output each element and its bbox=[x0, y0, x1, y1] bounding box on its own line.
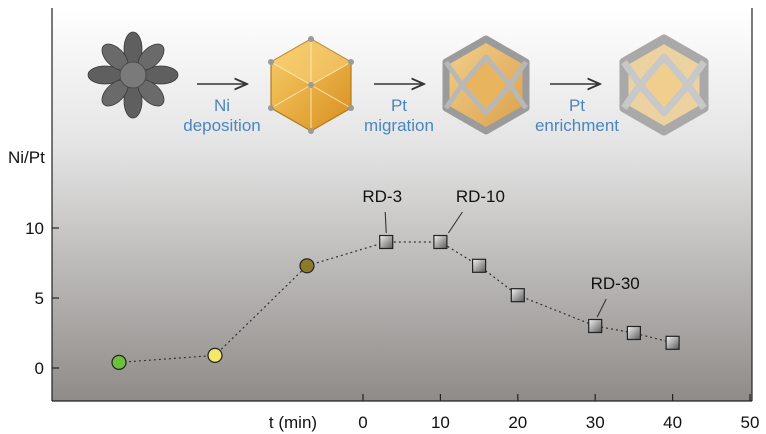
x-tick-label: 40 bbox=[663, 413, 682, 432]
data-point-square bbox=[588, 318, 603, 334]
stage-label-3-line1: Pt bbox=[569, 96, 585, 115]
annotation-leader bbox=[447, 211, 463, 234]
stage-label-2-line1: Pt bbox=[391, 96, 407, 115]
stage-label-1-line2: deposition bbox=[183, 116, 261, 135]
data-point-square bbox=[472, 258, 487, 273]
annotation-label: RD-30 bbox=[591, 274, 640, 293]
trend-lines bbox=[118, 241, 673, 363]
x-axis-label: t (min) bbox=[269, 413, 317, 432]
y-tick-label: 10 bbox=[25, 219, 44, 238]
annotation-label: RD-10 bbox=[456, 187, 505, 206]
y-axis-label: Ni/Pt bbox=[8, 148, 45, 167]
x-tick-label: 0 bbox=[358, 413, 367, 432]
precursor-point bbox=[207, 347, 223, 363]
annotations: RD-3 RD-10 RD-30 bbox=[362, 187, 640, 318]
data-point-square bbox=[665, 335, 680, 350]
y-tick-label: 0 bbox=[35, 359, 44, 378]
nanoframe-icon bbox=[619, 34, 709, 136]
trend-line bbox=[118, 241, 673, 363]
data-points bbox=[111, 234, 680, 370]
schematic: Ni deposition Pt migration Pt enrichment bbox=[87, 31, 709, 136]
x-tick-label: 30 bbox=[586, 413, 605, 432]
annotation-leader bbox=[384, 211, 387, 234]
x-tick-label: 50 bbox=[741, 413, 760, 432]
pt-dendrite-icon bbox=[87, 31, 179, 119]
precursor-point bbox=[111, 354, 127, 370]
axes-layer: 0 5 10 0 10 20 30 40 50 Ni/Pt t (min) bbox=[8, 148, 759, 432]
data-point-square bbox=[510, 288, 525, 303]
data-point-square bbox=[626, 325, 642, 341]
rhombic-dodecahedron-icon bbox=[268, 36, 354, 134]
data-point-square bbox=[433, 234, 448, 250]
x-tick-label: 10 bbox=[431, 413, 450, 432]
annotation-leader bbox=[596, 298, 607, 318]
precursor-point bbox=[299, 258, 315, 274]
stage-label-1-line1: Ni bbox=[214, 96, 230, 115]
x-tick-label: 20 bbox=[508, 413, 527, 432]
y-tick-label: 5 bbox=[35, 289, 44, 308]
stage-label-2-line2: migration bbox=[364, 116, 434, 135]
stage-label-3-line2: enrichment bbox=[535, 116, 619, 135]
partial-frame-icon bbox=[442, 35, 530, 135]
data-point-square bbox=[379, 234, 394, 250]
annotation-label: RD-3 bbox=[362, 187, 402, 206]
